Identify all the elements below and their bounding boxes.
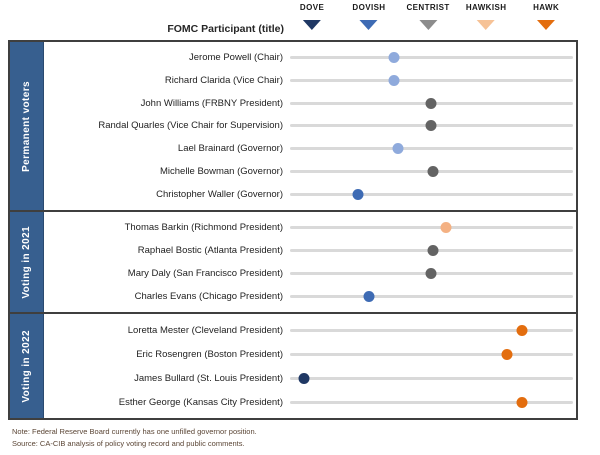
participant-row: Mary Daly (San Francisco President) (44, 268, 576, 279)
legend-label: HAWKISH (465, 3, 507, 12)
chart-header: FOMC Participant (title) DOVE DOVISH CENTR… (0, 0, 600, 40)
participant-name: Richard Clarida (Vice Chair) (164, 74, 283, 86)
stance-dot (427, 245, 439, 256)
legend-category-centrist: CENTRIST (406, 3, 449, 30)
participant-name: Loretta Mester (Cleveland President) (127, 324, 283, 336)
section-label: Voting in 2021 (21, 225, 32, 299)
stance-track (290, 348, 573, 360)
legend-category-hawkish: HAWKISH (466, 3, 507, 30)
participant-name: Esther George (Kansas City President) (118, 396, 283, 408)
participant-name: Raphael Bostic (Atlanta President) (137, 245, 283, 256)
triangle-marker-icon (419, 20, 438, 30)
participant-row: John Williams (FRBNY President) (44, 97, 576, 109)
stance-dot (516, 396, 528, 408)
stance-track (290, 372, 573, 384)
stance-dot (425, 120, 437, 132)
stance-track (290, 222, 573, 233)
stance-track (290, 74, 573, 86)
participant-row: Eric Rosengren (Boston President) (44, 348, 576, 360)
participant-column-header: FOMC Participant (title) (0, 19, 290, 37)
legend-label: HAWK (533, 3, 560, 12)
participant-name: Jerome Powell (Chair) (189, 51, 283, 63)
legend-category-dovish: DOVISH (352, 3, 385, 30)
participant-name: Eric Rosengren (Boston President) (136, 348, 283, 360)
stance-track (290, 97, 573, 109)
participant-name: Lael Brainard (Governor) (177, 143, 283, 155)
footnotes: Note: Federal Reserve Board currently ha… (12, 426, 600, 449)
participant-row: Raphael Bostic (Atlanta President) (44, 245, 576, 256)
participant-row: Christopher Waller (Governor) (44, 188, 576, 200)
stance-dot (425, 268, 437, 279)
stance-dot (352, 188, 364, 200)
triangle-marker-icon (359, 20, 378, 30)
participant-column-label: FOMC Participant (title) (167, 23, 284, 35)
section-label: Voting in 2022 (21, 329, 32, 403)
stance-dot (363, 291, 375, 302)
section-sidebar: Voting in 2022 (10, 314, 44, 418)
stance-dot (388, 74, 400, 86)
participant-name: Michelle Bowman (Governor) (159, 166, 283, 178)
stance-dot (516, 324, 528, 336)
legend-category-dove: DOVE (300, 3, 324, 30)
note-line: Note: Federal Reserve Board currently ha… (12, 427, 257, 436)
participant-row: James Bullard (St. Louis President) (44, 372, 576, 384)
section-label: Permanent voters (21, 80, 32, 172)
participant-name: Mary Daly (San Francisco President) (127, 268, 283, 279)
participant-row: Randal Quarles (Vice Chair for Supervisi… (44, 120, 576, 132)
participant-name: James Bullard (St. Louis President) (134, 372, 283, 384)
hawk-dove-legend: DOVE DOVISH CENTRIST HAWKISH HAWK (290, 0, 573, 40)
participant-row: Richard Clarida (Vice Chair) (44, 74, 576, 86)
section-rows: Loretta Mester (Cleveland President) Eric… (44, 314, 576, 418)
stance-track (290, 324, 573, 336)
stance-track (290, 166, 573, 178)
legend-label: CENTRIST (406, 3, 450, 12)
section-sidebar: Voting in 2021 (10, 212, 44, 312)
stance-dot (392, 143, 404, 155)
stance-track (290, 291, 573, 302)
participant-row: Michelle Bowman (Governor) (44, 166, 576, 178)
participant-row: Charles Evans (Chicago President) (44, 291, 576, 302)
source-line: Source: CA-CIB analysis of policy voting… (12, 438, 245, 448)
stance-dot (440, 222, 452, 233)
stance-track (290, 120, 573, 132)
stance-dot (427, 166, 439, 178)
participant-row: Loretta Mester (Cleveland President) (44, 324, 576, 336)
section-voting-in-2022: Voting in 2022 Loretta Mester (Cleveland … (8, 312, 578, 420)
participant-name: John Williams (FRBNY President) (140, 97, 283, 109)
participant-name: Randal Quarles (Vice Chair for Supervisi… (98, 120, 283, 132)
participant-row: Jerome Powell (Chair) (44, 51, 576, 63)
legend-label: DOVE (299, 3, 325, 12)
participant-row: Lael Brainard (Governor) (44, 143, 576, 155)
stance-dot (501, 348, 513, 360)
participant-row: Thomas Barkin (Richmond President) (44, 222, 576, 233)
section-rows: Thomas Barkin (Richmond President) Raphae… (44, 212, 576, 312)
stance-track (290, 245, 573, 256)
legend-category-hawk: HAWK (533, 3, 559, 30)
triangle-marker-icon (477, 20, 496, 30)
stance-track (290, 396, 573, 408)
section-voting-in-2021: Voting in 2021 Thomas Barkin (Richmond Pr… (8, 210, 578, 314)
stance-track (290, 188, 573, 200)
stance-track (290, 51, 573, 63)
stance-dot (425, 97, 437, 109)
section-permanent-voters: Permanent voters Jerome Powell (Chair) Ric… (8, 40, 578, 212)
participant-name: Christopher Waller (Governor) (156, 188, 283, 200)
stance-dot (298, 372, 310, 384)
legend-label: DOVISH (352, 3, 386, 12)
chart-body: Permanent voters Jerome Powell (Chair) Ric… (8, 40, 578, 420)
section-sidebar: Permanent voters (10, 42, 44, 210)
section-rows: Jerome Powell (Chair) Richard Clarida (Vi… (44, 42, 576, 210)
participant-row: Esther George (Kansas City President) (44, 396, 576, 408)
triangle-marker-icon (537, 20, 556, 30)
participant-name: Thomas Barkin (Richmond President) (124, 222, 283, 233)
stance-track (290, 143, 573, 155)
stance-dot (388, 51, 400, 63)
participant-name: Charles Evans (Chicago President) (134, 291, 283, 302)
triangle-marker-icon (303, 20, 322, 30)
stance-track (290, 268, 573, 279)
